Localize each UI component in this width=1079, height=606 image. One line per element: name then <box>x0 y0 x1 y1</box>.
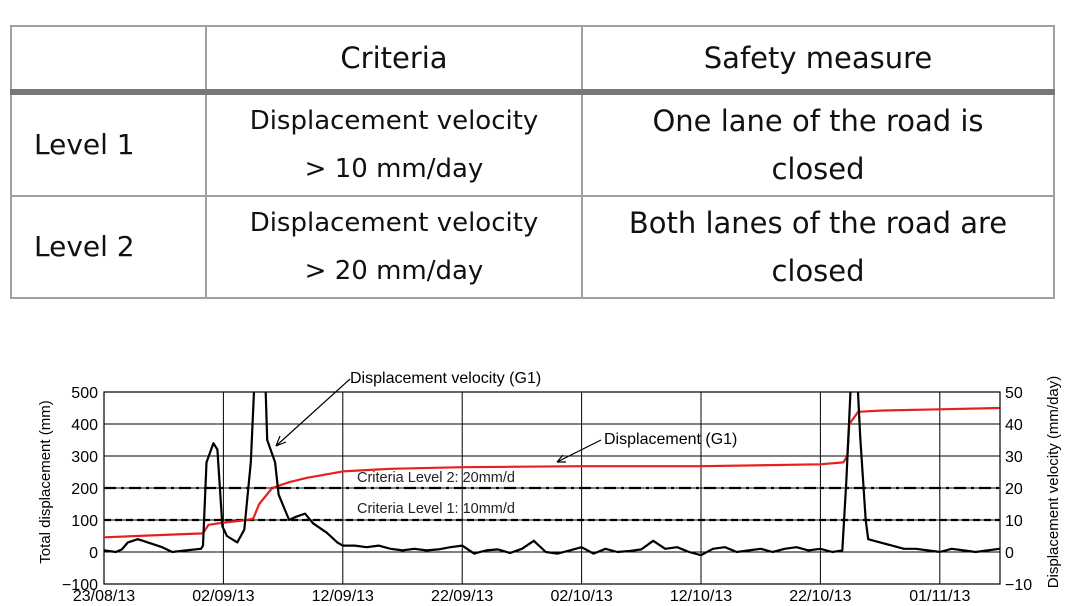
arrowhead-icon <box>556 454 566 463</box>
displacement-annotation: Displacement (G1) <box>604 431 737 448</box>
y-tick-label: 300 <box>71 449 98 466</box>
criteria-line: > 20 mm/day <box>304 256 484 286</box>
x-tick-label: 23/08/13 <box>73 588 135 605</box>
measure-line: Both lanes of the road are <box>628 206 1008 240</box>
velocity-arrow <box>275 378 351 447</box>
y2-tick-label: 0 <box>1005 545 1014 562</box>
measure-line: closed <box>771 254 865 288</box>
displacement-arrow <box>556 439 602 463</box>
level-cell: Level 2 <box>10 195 207 299</box>
x-tick-label: 02/10/13 <box>550 588 612 605</box>
y2-tick-label: 30 <box>1005 449 1023 466</box>
y-tick-label: 200 <box>71 481 98 498</box>
y2-axis-label: Displacement velocity (mm/day) <box>1045 376 1062 589</box>
velocity-series-line <box>104 392 1000 557</box>
table-row: Level 2 Displacement velocity > 20 mm/day… <box>10 195 1055 299</box>
criteria-line: Displacement velocity <box>249 208 539 238</box>
measure-line: One lane of the road is <box>652 104 984 138</box>
x-tick-label: 02/09/13 <box>192 588 254 605</box>
table-row: Level 1 Displacement velocity > 10 mm/day… <box>10 91 1055 197</box>
series-group <box>104 392 1000 557</box>
y-tick-label: 400 <box>71 417 98 434</box>
level-cell: Level 1 <box>10 91 207 197</box>
y2-tick-label: 50 <box>1005 385 1023 402</box>
x-tick-label: 22/10/13 <box>789 588 851 605</box>
x-tick-label: 01/11/13 <box>909 588 970 605</box>
criteria-line: > 10 mm/day <box>304 154 484 184</box>
x-tick-label: 22/09/13 <box>431 588 493 605</box>
y-tick-label: 0 <box>89 545 98 562</box>
y2-tick-label: 10 <box>1005 513 1023 530</box>
measure-line: closed <box>771 152 865 186</box>
x-tick-label: 12/09/13 <box>312 588 374 605</box>
displacement-series-line <box>104 406 1000 539</box>
y2-tick-label: 20 <box>1005 481 1023 498</box>
arrowhead-icon <box>275 435 287 447</box>
level2-label: Criteria Level 2: 20mm/d <box>357 470 515 486</box>
header-empty <box>10 25 207 95</box>
header-safety-measure: Safety measure <box>581 25 1055 95</box>
y2-tick-label: 40 <box>1005 417 1023 434</box>
criteria-table: Criteria Safety measure Level 1 Displace… <box>10 25 1055 299</box>
y-tick-label: 500 <box>71 385 98 402</box>
criteria-line: Displacement velocity <box>249 106 539 136</box>
measure-cell: Both lanes of the road are closed <box>581 195 1055 299</box>
velocity-annotation: Displacement velocity (G1) <box>350 370 541 387</box>
threshold-lines <box>104 486 1000 522</box>
criteria-cell: Displacement velocity > 20 mm/day <box>205 195 583 299</box>
y-axis-label: Total displacement (mm) <box>37 400 54 563</box>
y-tick-label: 100 <box>71 513 98 530</box>
table-header-row: Criteria Safety measure <box>10 25 1055 95</box>
level1-label: Criteria Level 1: 10mm/d <box>357 501 515 517</box>
measure-cell: One lane of the road is closed <box>581 91 1055 197</box>
header-criteria: Criteria <box>205 25 583 95</box>
y2-tick-label: −10 <box>1005 577 1032 594</box>
y-tick-label: −100 <box>62 577 98 594</box>
tick-labels: 23/08/13 02/09/13 12/09/13 22/09/13 02/10/13… <box>62 385 1032 605</box>
x-tick-label: 12/10/13 <box>670 588 732 605</box>
criteria-cell: Displacement velocity > 10 mm/day <box>205 91 583 197</box>
